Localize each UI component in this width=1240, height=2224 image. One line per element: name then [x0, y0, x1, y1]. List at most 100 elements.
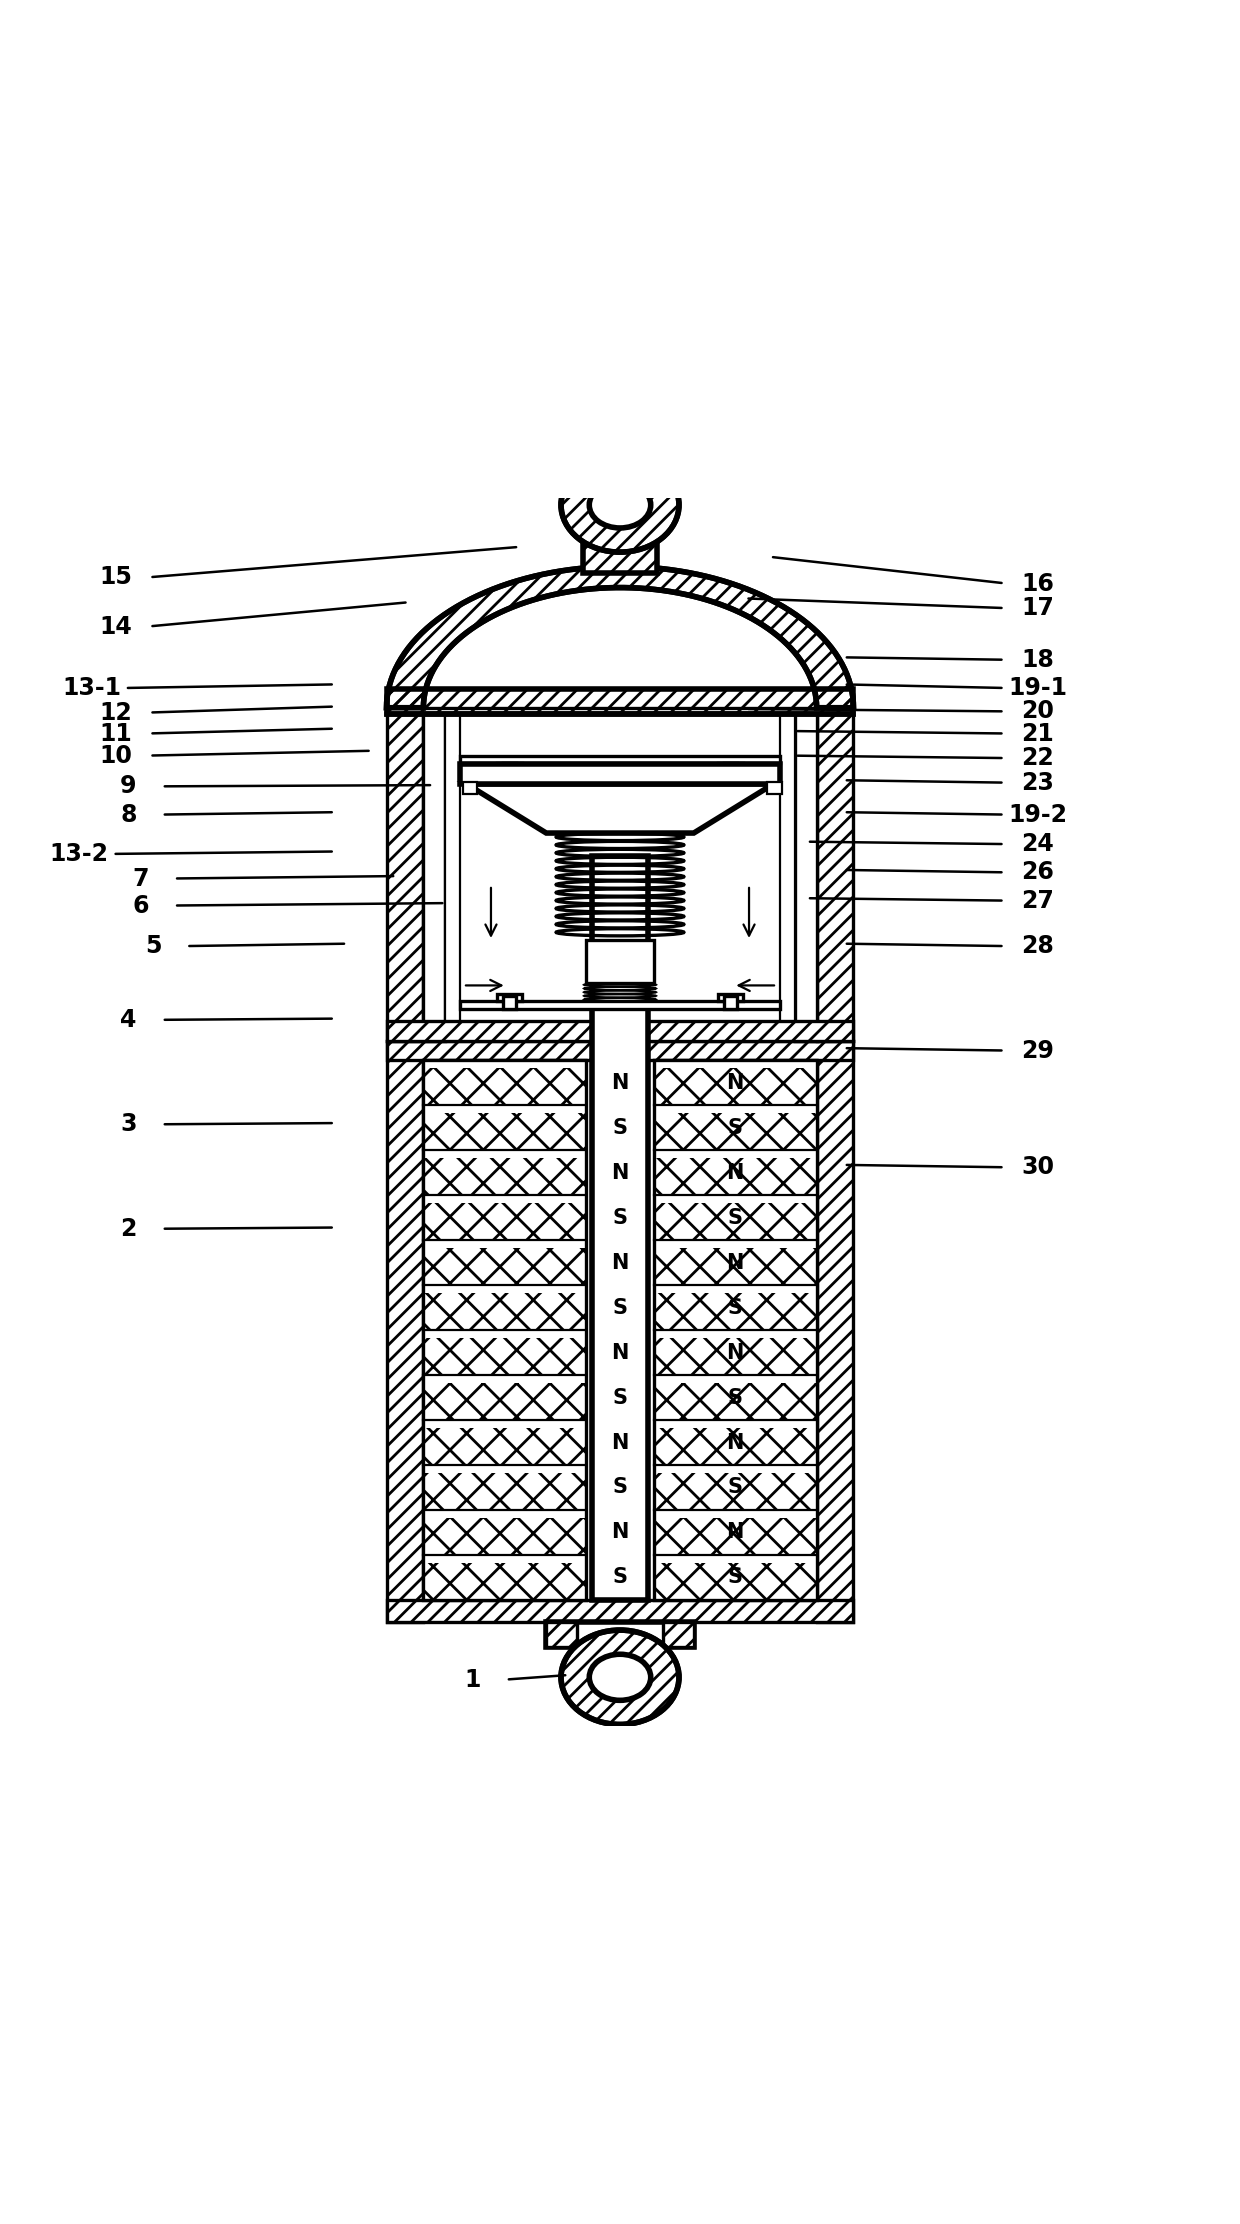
Bar: [653, 1330, 817, 1374]
Bar: [653, 1061, 817, 1105]
Bar: [423, 1374, 587, 1383]
Bar: [653, 1374, 817, 1421]
Bar: [423, 1061, 587, 1599]
Bar: [423, 1194, 587, 1241]
Bar: [387, 1041, 853, 1061]
Text: 2: 2: [120, 1217, 136, 1241]
Bar: [497, 763, 522, 770]
Text: S: S: [728, 1119, 743, 1139]
Bar: [653, 1285, 817, 1330]
Text: 8: 8: [120, 803, 136, 827]
Bar: [593, 856, 647, 1599]
Bar: [718, 763, 743, 770]
Polygon shape: [466, 783, 774, 834]
Bar: [423, 1105, 587, 1114]
Bar: [795, 694, 817, 1041]
Bar: [423, 1555, 587, 1563]
Bar: [653, 1555, 817, 1599]
Bar: [583, 543, 657, 572]
Bar: [423, 1466, 587, 1472]
Bar: [653, 1510, 817, 1519]
Text: N: N: [611, 1343, 629, 1363]
Text: N: N: [727, 1072, 744, 1092]
Text: S: S: [728, 1208, 743, 1228]
Text: 19-1: 19-1: [1008, 676, 1068, 701]
Bar: [387, 1041, 423, 1621]
Text: 7: 7: [133, 867, 149, 890]
Text: N: N: [727, 1163, 744, 1183]
Text: S: S: [728, 1568, 743, 1588]
Bar: [653, 1061, 817, 1599]
Text: N: N: [727, 1523, 744, 1543]
Bar: [547, 1621, 577, 1646]
Bar: [423, 1421, 587, 1466]
Text: 21: 21: [1022, 721, 1054, 745]
Bar: [463, 783, 477, 794]
Text: N: N: [611, 1432, 629, 1452]
Bar: [387, 1599, 853, 1621]
Bar: [653, 1510, 817, 1555]
Bar: [817, 1041, 853, 1621]
Bar: [503, 996, 516, 1010]
Bar: [387, 694, 423, 1041]
Bar: [423, 1374, 587, 1421]
Bar: [423, 1555, 587, 1599]
Text: 11: 11: [99, 721, 133, 745]
Text: 29: 29: [1022, 1039, 1054, 1063]
Bar: [663, 1621, 693, 1646]
Text: S: S: [613, 1388, 627, 1408]
Bar: [653, 1150, 817, 1194]
Bar: [423, 1330, 587, 1374]
Bar: [653, 1194, 817, 1203]
Text: 13-2: 13-2: [50, 843, 109, 865]
Text: N: N: [611, 1163, 629, 1183]
Text: N: N: [611, 1523, 629, 1543]
Text: 6: 6: [133, 894, 149, 919]
Text: 9: 9: [120, 774, 136, 798]
Text: S: S: [613, 1297, 627, 1317]
Bar: [460, 765, 780, 783]
Text: 22: 22: [1022, 745, 1054, 770]
Bar: [497, 994, 522, 1001]
Bar: [724, 996, 737, 1010]
Bar: [423, 1510, 587, 1555]
Text: N: N: [727, 1343, 744, 1363]
Bar: [653, 1421, 817, 1428]
Text: 24: 24: [1022, 832, 1054, 856]
Text: 17: 17: [1022, 596, 1054, 620]
Bar: [423, 1061, 587, 1105]
Text: S: S: [613, 1477, 627, 1497]
Bar: [724, 763, 737, 783]
Bar: [653, 1241, 817, 1248]
Ellipse shape: [560, 458, 680, 552]
Bar: [423, 1421, 587, 1428]
Text: 14: 14: [99, 614, 133, 638]
Bar: [653, 1241, 817, 1285]
Text: S: S: [728, 1477, 743, 1497]
Bar: [387, 1021, 853, 1041]
Text: S: S: [613, 1568, 627, 1588]
Text: 10: 10: [99, 743, 133, 767]
Text: 1: 1: [464, 1668, 481, 1692]
Text: 28: 28: [1022, 934, 1054, 959]
Text: 5: 5: [145, 934, 161, 959]
Text: 26: 26: [1022, 861, 1054, 885]
Bar: [653, 1285, 817, 1294]
Text: 18: 18: [1022, 647, 1054, 672]
Text: S: S: [613, 1208, 627, 1228]
Text: 13-1: 13-1: [62, 676, 122, 701]
Bar: [423, 1194, 587, 1203]
Bar: [547, 1621, 693, 1646]
Ellipse shape: [560, 1630, 680, 1724]
Ellipse shape: [589, 1655, 651, 1701]
Text: N: N: [727, 1432, 744, 1452]
Text: S: S: [613, 1119, 627, 1139]
Bar: [423, 1061, 587, 1068]
Text: 3: 3: [120, 1112, 136, 1136]
Bar: [653, 1194, 817, 1241]
Polygon shape: [587, 941, 653, 983]
Bar: [653, 1374, 817, 1383]
Bar: [460, 756, 780, 763]
Text: 16: 16: [1022, 572, 1054, 596]
Bar: [653, 1555, 817, 1563]
